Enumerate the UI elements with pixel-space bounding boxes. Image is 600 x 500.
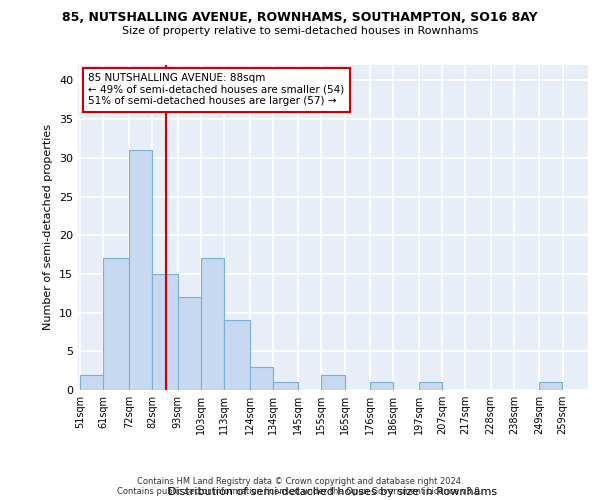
Text: 85, NUTSHALLING AVENUE, ROWNHAMS, SOUTHAMPTON, SO16 8AY: 85, NUTSHALLING AVENUE, ROWNHAMS, SOUTHA…	[62, 11, 538, 24]
Text: 85 NUTSHALLING AVENUE: 88sqm
← 49% of semi-detached houses are smaller (54)
51% : 85 NUTSHALLING AVENUE: 88sqm ← 49% of se…	[88, 73, 344, 106]
Text: Size of property relative to semi-detached houses in Rownhams: Size of property relative to semi-detach…	[122, 26, 478, 36]
Bar	[103, 258, 129, 390]
Y-axis label: Number of semi-detached properties: Number of semi-detached properties	[43, 124, 53, 330]
Bar	[201, 258, 224, 390]
Bar	[322, 374, 344, 390]
Bar	[273, 382, 298, 390]
Bar	[152, 274, 178, 390]
Bar	[370, 382, 393, 390]
Bar	[250, 367, 273, 390]
Bar	[178, 297, 201, 390]
Text: Contains HM Land Registry data © Crown copyright and database right 2024.
Contai: Contains HM Land Registry data © Crown c…	[118, 476, 482, 496]
Bar	[80, 374, 104, 390]
Bar	[224, 320, 250, 390]
Bar	[129, 150, 152, 390]
Bar	[539, 382, 562, 390]
Bar	[419, 382, 442, 390]
X-axis label: Distribution of semi-detached houses by size in Rownhams: Distribution of semi-detached houses by …	[169, 487, 497, 497]
